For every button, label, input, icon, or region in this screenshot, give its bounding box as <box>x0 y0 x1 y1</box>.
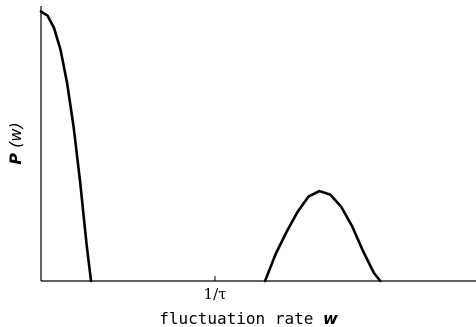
series-line-2 <box>263 189 382 283</box>
x-axis-label-text: fluctuation rate <box>159 309 313 327</box>
axes <box>40 6 476 282</box>
x-axis-label: fluctuation rate w <box>159 309 338 327</box>
series-line-1 <box>39 10 93 283</box>
x-tick-label: 1/τ <box>204 285 227 303</box>
plot-area <box>39 10 382 283</box>
y-axis-label-symbol: P <box>6 153 25 165</box>
y-axis-label-arg: (w) <box>6 122 25 148</box>
x-axis-label-symbol: w <box>323 309 338 327</box>
y-axis-label: P (w) <box>6 122 25 164</box>
